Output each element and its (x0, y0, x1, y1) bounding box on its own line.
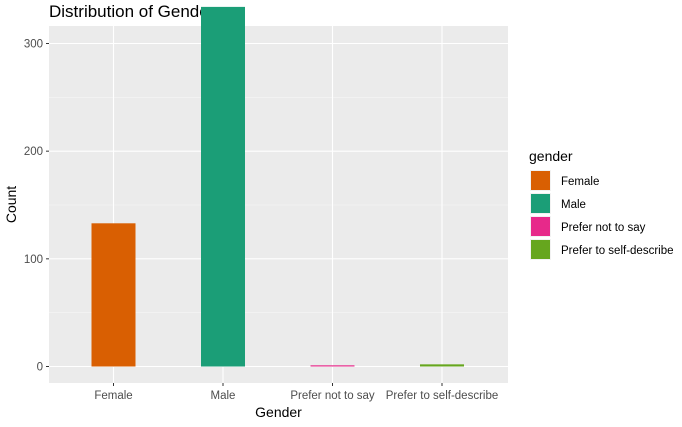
x-tick-label: Prefer to self-describe (386, 390, 499, 402)
bar-male (201, 6, 245, 367)
x-tick-label: Prefer not to say (290, 390, 375, 402)
bars (91, 6, 464, 367)
legend-swatch (531, 194, 550, 213)
y-tick-label: 300 (24, 39, 43, 51)
x-tick-label: Male (211, 390, 236, 402)
legend-swatch (531, 240, 550, 259)
x-axis-ticks: Female Male Prefer not to say Prefer to sel… (94, 383, 498, 402)
legend-label: Prefer to self-describe (561, 245, 674, 257)
legend-label: Female (561, 176, 599, 188)
legend-swatch (531, 171, 550, 190)
bar-female (91, 223, 136, 367)
legend: gender Female Male Prefer not to say Prefer… (529, 148, 674, 260)
y-axis-title: Count (3, 186, 19, 223)
y-axis-ticks: 0 100 200 300 (24, 39, 49, 374)
x-tick-label: Female (94, 390, 132, 402)
legend-title: gender (529, 148, 573, 164)
legend-label: Prefer not to say (561, 222, 646, 234)
x-axis-title: Gender (255, 404, 302, 420)
bar-prefer-not-to-say (310, 365, 355, 367)
bar-prefer-to-self-describe (420, 364, 464, 367)
y-tick-label: 200 (24, 146, 43, 158)
legend-swatch (531, 217, 550, 236)
legend-label: Male (561, 199, 586, 211)
y-tick-label: 100 (24, 254, 43, 266)
chart-title: Distribution of Gender (49, 2, 215, 21)
y-tick-label: 0 (37, 362, 43, 374)
